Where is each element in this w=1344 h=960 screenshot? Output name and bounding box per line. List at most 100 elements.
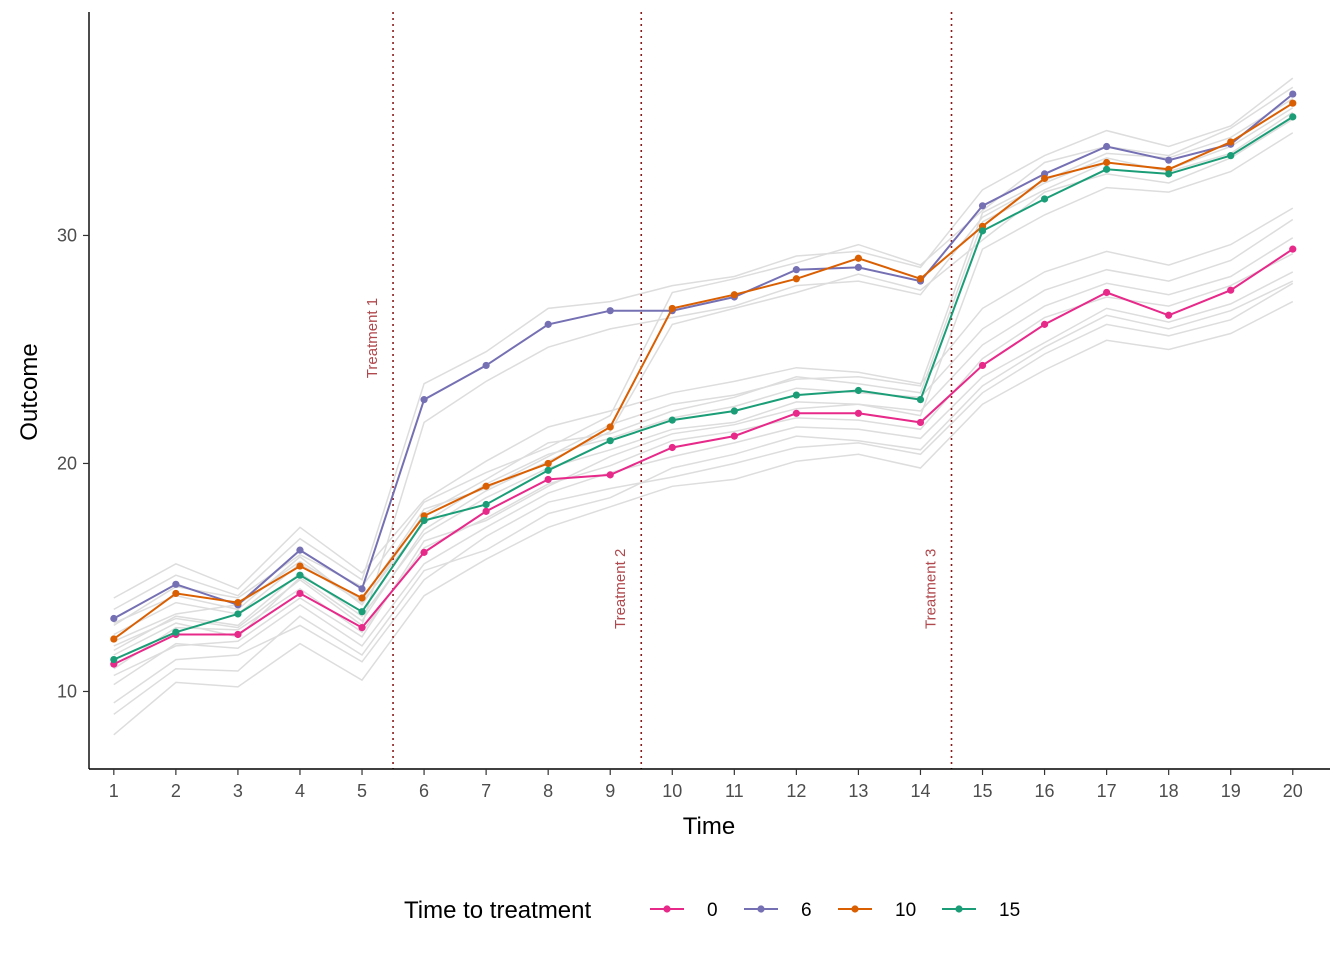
series-point-10-2 (172, 589, 180, 598)
series-point-0-15 (978, 361, 987, 370)
x-tick-label-12: 12 (786, 781, 806, 801)
series-point-15-15 (978, 227, 987, 235)
legend-label-6: 6 (801, 900, 812, 921)
series-point-0-11 (730, 432, 738, 440)
series-point-0-3 (234, 630, 242, 639)
series-group (110, 90, 1297, 668)
background-line-12 (113, 132, 1294, 677)
legend-key-point-0 (663, 905, 671, 913)
series-15 (110, 113, 1297, 664)
series-point-15-3 (234, 610, 242, 618)
x-tick-label-14: 14 (910, 781, 930, 801)
x-tick-label-1: 1 (109, 781, 119, 801)
x-axis-title: Time (683, 813, 735, 840)
series-point-0-17 (1103, 288, 1111, 297)
legend-label-0: 0 (707, 900, 718, 921)
legend-label-15: 15 (999, 900, 1020, 921)
series-point-0-8 (544, 475, 552, 484)
background-lines (113, 77, 1294, 736)
series-point-6-9 (606, 307, 614, 315)
series-point-0-19 (1227, 286, 1235, 294)
x-tick-label-9: 9 (605, 781, 615, 801)
x-tick-label-3: 3 (233, 781, 243, 801)
background-line-7 (113, 207, 1294, 599)
series-point-0-6 (420, 548, 428, 556)
series-point-0-4 (296, 589, 304, 598)
x-tick-label-4: 4 (295, 781, 305, 801)
series-point-0-12 (792, 409, 800, 417)
series-line-10 (113, 102, 1294, 640)
series-point-15-18 (1165, 170, 1173, 178)
series-point-15-8 (544, 466, 552, 474)
series-point-0-20 (1289, 245, 1297, 253)
series-point-15-6 (420, 516, 428, 525)
series-point-15-17 (1103, 165, 1111, 173)
background-line-5 (113, 218, 1294, 636)
x-ticks: 1 2 3 4 5 6 7 8 9 10 11 12 13 14 15 16 17 18 19 20 (109, 769, 1303, 801)
background-line-11 (113, 86, 1294, 627)
x-tick-label-2: 2 (171, 781, 181, 801)
series-point-6-2 (172, 580, 180, 588)
x-tick-label-16: 16 (1035, 781, 1055, 801)
x-tick-label-19: 19 (1221, 781, 1241, 801)
series-point-0-18 (1165, 311, 1173, 319)
series-point-6-8 (544, 320, 552, 328)
series-point-6-1 (110, 614, 118, 623)
legend-key-point-15 (955, 905, 963, 913)
series-point-6-12 (792, 266, 800, 274)
background-line-10 (113, 118, 1294, 656)
legend: Time to treatment 0 6 10 15 (404, 897, 1020, 924)
series-point-15-10 (668, 416, 676, 424)
legend-item-10: 10 (838, 900, 916, 921)
series-point-15-13 (854, 386, 863, 395)
series-point-0-10 (668, 443, 676, 452)
background-line-14 (113, 280, 1294, 715)
series-point-15-1 (110, 655, 118, 664)
series-point-10-19 (1227, 138, 1235, 146)
series-point-10-1 (110, 635, 118, 643)
background-line-8 (113, 111, 1294, 647)
series-point-10-5 (358, 594, 366, 602)
series-point-10-20 (1289, 99, 1297, 107)
treatment-lines: Treatment 1 Treatment 2 Treatment 3 (364, 12, 953, 769)
legend-key-point-10 (851, 905, 859, 913)
y-tick-label-30: 30 (57, 225, 77, 245)
treatment-label-2: Treatment 2 (612, 549, 629, 629)
series-line-15 (113, 116, 1294, 661)
series-point-10-7 (482, 482, 490, 490)
series-point-10-8 (544, 459, 552, 468)
series-point-6-5 (358, 585, 366, 593)
x-tick-label-10: 10 (662, 781, 682, 801)
series-point-15-7 (482, 500, 490, 509)
series-point-15-12 (792, 391, 800, 399)
treatment-label-1: Treatment 1 (364, 298, 381, 378)
legend-title: Time to treatment (404, 897, 592, 924)
series-point-10-14 (916, 275, 925, 283)
series-point-10-13 (854, 254, 863, 262)
series-line-6 (113, 93, 1294, 620)
background-line-2 (113, 271, 1294, 686)
legend-label-10: 10 (895, 900, 916, 921)
series-point-10-3 (234, 598, 242, 607)
y-ticks: 10 20 30 (57, 225, 89, 701)
series-point-15-2 (172, 628, 180, 636)
series-point-0-14 (916, 418, 925, 427)
background-line-3 (113, 253, 1294, 670)
series-point-15-20 (1289, 113, 1297, 121)
series-point-15-5 (358, 608, 366, 616)
series-point-0-16 (1040, 320, 1049, 328)
series-point-10-4 (296, 562, 304, 570)
series-point-6-13 (854, 263, 863, 271)
series-point-6-20 (1289, 90, 1297, 98)
y-tick-label-10: 10 (57, 681, 77, 701)
series-point-0-13 (854, 409, 863, 417)
series-point-0-5 (358, 624, 366, 632)
x-tick-label-13: 13 (848, 781, 868, 801)
x-tick-label-6: 6 (419, 781, 429, 801)
legend-item-6: 6 (744, 900, 812, 921)
series-0 (110, 245, 1297, 668)
series-point-15-11 (730, 407, 738, 415)
series-point-0-9 (606, 471, 614, 479)
x-tick-label-20: 20 (1283, 781, 1303, 801)
